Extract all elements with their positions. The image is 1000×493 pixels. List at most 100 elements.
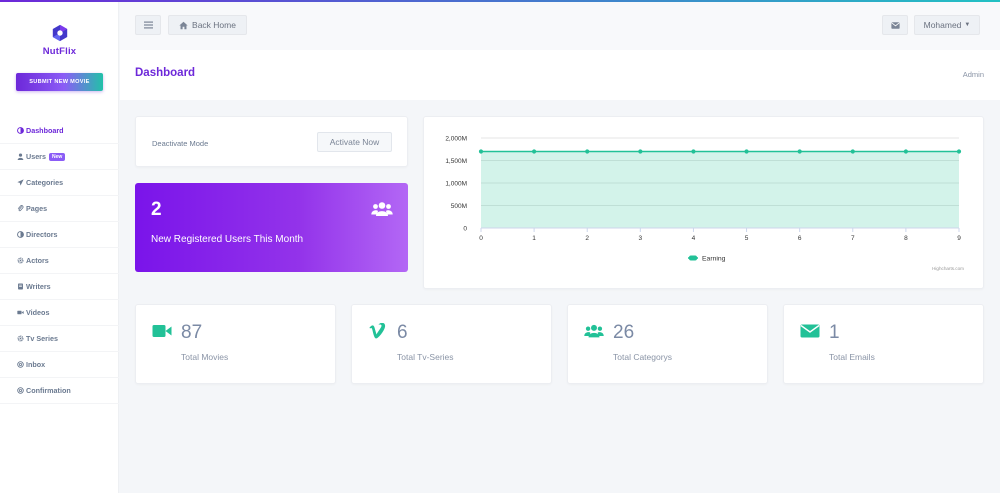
sidebar-item-label: Users (26, 152, 46, 161)
x-tick-label: 2 (585, 235, 589, 242)
y-tick-label: 0 (463, 226, 467, 233)
sidebar-nav: Dashboard Users New Categories Pages Dir… (0, 118, 119, 404)
new-users-card: 2 New Registered Users This Month (135, 183, 408, 272)
sidebar-item-writers[interactable]: Writers (0, 274, 119, 300)
sidebar-item-categories[interactable]: Categories (0, 170, 119, 196)
legend-symbol (689, 255, 697, 261)
data-point (850, 149, 855, 154)
earning-chart: 0 500M 1,000M 1,500M 2,000M 0 1 2 3 4 5 6 7 8 9 Earning… (445, 136, 964, 272)
sidebar-item-actors[interactable]: Actors (0, 248, 119, 274)
deactivate-label: Deactivate Mode (152, 139, 209, 148)
submit-new-movie-button[interactable]: SUBMIT NEW MOVIE (16, 73, 103, 91)
series-area (481, 151, 959, 228)
sidebar-item-users[interactable]: Users New (0, 144, 119, 170)
book-icon (16, 283, 24, 291)
stat-label: Total Movies (181, 352, 229, 362)
sidebar-item-dashboard[interactable]: Dashboard (0, 118, 119, 144)
video-camera-icon (152, 325, 172, 337)
home-icon (179, 21, 188, 29)
chart-credit: Highcharts.com (932, 266, 964, 271)
sidebar-item-label: Tv Series (26, 334, 58, 343)
logo-icon (52, 24, 67, 42)
sidebar-item-label: Actors (26, 256, 49, 265)
page-header: Dashboard Admin (120, 50, 1000, 100)
stat-card-categories: 26 Total Categorys (567, 304, 768, 384)
sidebar-item-label: Pages (26, 204, 48, 213)
data-point (638, 149, 643, 154)
x-tick-label: 7 (851, 235, 855, 242)
top-accent-line (0, 0, 1000, 2)
menu-toggle-button[interactable] (135, 15, 161, 35)
sidebar-item-tv-series[interactable]: Tv Series (0, 326, 119, 352)
new-badge: New (48, 152, 66, 161)
sidebar-item-label: Writers (26, 282, 51, 291)
paperclip-icon (16, 205, 24, 213)
stat-label: Total Emails (829, 352, 875, 362)
logo[interactable]: NutFlix (0, 24, 119, 57)
main-content: Deactivate Mode Activate Now 2 New Regis… (120, 100, 1000, 416)
data-point (744, 149, 749, 154)
vimeo-icon (369, 323, 386, 339)
data-point (903, 149, 908, 154)
x-tick-label: 9 (957, 235, 961, 242)
mail-button[interactable] (882, 15, 908, 35)
data-point (532, 149, 537, 154)
legend-label: Earning (702, 256, 726, 263)
sidebar-item-label: Directors (26, 230, 58, 239)
activate-now-button[interactable]: Activate Now (317, 132, 392, 152)
envelope-icon (800, 324, 820, 338)
earning-chart-card: 0 500M 1,000M 1,500M 2,000M 0 1 2 3 4 5 6 7 8 9 Earning… (423, 116, 984, 289)
brand-name: NutFlix (42, 46, 77, 57)
dashboard-icon (16, 127, 24, 135)
sidebar: NutFlix SUBMIT NEW MOVIE Dashboard Users… (0, 2, 119, 493)
stat-value: 26 (613, 322, 635, 343)
data-point (797, 149, 802, 154)
gear-icon (16, 257, 24, 265)
x-tick-label: 4 (692, 235, 696, 242)
stat-label: Total Categorys (613, 352, 673, 362)
y-tick-label: 1,500M (445, 158, 467, 165)
sidebar-item-label: Inbox (26, 360, 46, 369)
user-menu-button[interactable]: Mohamed ▼ (914, 15, 980, 35)
x-tick-label: 6 (798, 235, 802, 242)
user-name: Mohamed (923, 20, 962, 30)
gear-icon (16, 335, 24, 343)
data-point (585, 149, 590, 154)
x-tick-label: 8 (904, 235, 908, 242)
data-point (691, 149, 696, 154)
sidebar-item-label: Categories (26, 178, 64, 187)
x-tick-label: 0 (479, 235, 483, 242)
sidebar-item-label: Confirmation (26, 386, 71, 395)
at-icon (16, 387, 24, 395)
stat-card-tv-series: 6 Total Tv-Series (351, 304, 552, 384)
y-tick-label: 2,000M (445, 136, 467, 143)
deactivate-card: Deactivate Mode Activate Now (135, 116, 408, 167)
sidebar-item-label: Dashboard (26, 126, 64, 135)
user-icon (16, 153, 24, 161)
at-icon (16, 361, 24, 369)
x-tick-label: 1 (532, 235, 536, 242)
data-point (956, 149, 962, 154)
x-tick-label: 3 (639, 235, 643, 242)
page-title: Dashboard (135, 67, 196, 79)
sidebar-item-videos[interactable]: Videos (0, 300, 119, 326)
back-home-button[interactable]: Back Home (168, 15, 247, 35)
dashboard-icon (16, 231, 24, 239)
new-users-label: New Registered Users This Month (151, 234, 304, 245)
y-tick-label: 1,000M (445, 181, 467, 188)
sidebar-item-pages[interactable]: Pages (0, 196, 119, 222)
video-icon (16, 309, 24, 317)
sidebar-item-inbox[interactable]: Inbox (0, 352, 119, 378)
back-home-label: Back Home (192, 20, 236, 30)
breadcrumb[interactable]: Admin (962, 70, 984, 79)
stat-card-movies: 87 Total Movies (135, 304, 336, 384)
caret-down-icon: ▼ (964, 22, 971, 28)
new-users-count: 2 (151, 199, 162, 220)
sidebar-item-directors[interactable]: Directors (0, 222, 119, 248)
envelope-icon (890, 21, 900, 29)
sidebar-item-confirmation[interactable]: Confirmation (0, 378, 119, 404)
stat-card-emails: 1 Total Emails (783, 304, 984, 384)
stat-label: Total Tv-Series (397, 352, 454, 362)
stat-value: 6 (397, 322, 408, 343)
stat-value: 1 (829, 322, 840, 343)
